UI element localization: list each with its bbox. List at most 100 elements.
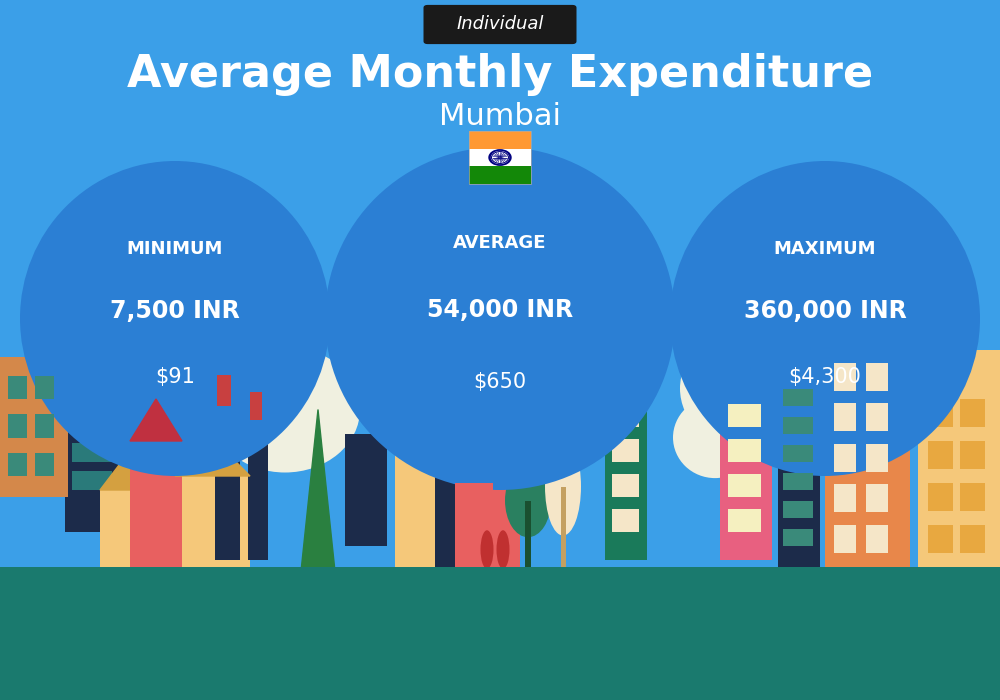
Bar <box>783 500 813 518</box>
Polygon shape <box>100 448 165 490</box>
Polygon shape <box>68 329 100 364</box>
Bar <box>612 474 639 497</box>
Bar <box>250 392 262 420</box>
Bar <box>834 525 856 553</box>
Bar <box>928 525 953 553</box>
Polygon shape <box>705 312 730 350</box>
Bar <box>928 441 953 469</box>
Ellipse shape <box>20 161 330 476</box>
Text: MAXIMUM: MAXIMUM <box>774 240 876 258</box>
Bar <box>8 453 27 476</box>
Ellipse shape <box>545 438 581 536</box>
Bar <box>35 376 54 399</box>
Bar <box>478 455 520 581</box>
Bar <box>0 357 68 497</box>
Bar <box>866 444 888 472</box>
FancyBboxPatch shape <box>424 5 576 44</box>
Bar <box>455 483 493 581</box>
Text: 7,500 INR: 7,500 INR <box>110 299 240 323</box>
Bar <box>960 441 985 469</box>
Bar <box>728 404 761 427</box>
Bar <box>65 350 120 532</box>
Bar <box>435 441 475 581</box>
Text: 360,000 INR: 360,000 INR <box>744 299 906 323</box>
Bar <box>35 453 54 476</box>
Circle shape <box>489 150 511 165</box>
Bar <box>72 471 112 490</box>
Polygon shape <box>395 399 447 441</box>
Ellipse shape <box>325 147 675 490</box>
Bar <box>130 441 182 581</box>
Bar <box>8 376 27 399</box>
Bar <box>960 525 985 553</box>
Bar <box>469 132 531 183</box>
Bar <box>217 374 231 406</box>
Bar <box>35 414 54 438</box>
Bar <box>469 149 531 167</box>
Bar <box>72 415 112 434</box>
Bar <box>612 404 639 427</box>
Text: Average Monthly Expenditure: Average Monthly Expenditure <box>127 53 873 97</box>
Bar <box>0 581 1000 700</box>
Bar <box>8 414 27 438</box>
Ellipse shape <box>680 329 810 448</box>
Text: AVERAGE: AVERAGE <box>453 234 547 252</box>
Bar <box>866 403 888 431</box>
Bar <box>825 329 910 581</box>
Text: $650: $650 <box>473 372 527 392</box>
Bar <box>612 439 639 462</box>
Text: Mumbai: Mumbai <box>439 102 561 132</box>
Bar <box>783 473 813 490</box>
Bar <box>834 444 856 472</box>
Bar <box>525 500 531 581</box>
Text: 54,000 INR: 54,000 INR <box>427 298 573 322</box>
Ellipse shape <box>210 346 360 472</box>
Bar <box>605 364 647 560</box>
Polygon shape <box>130 399 182 441</box>
Bar <box>834 484 856 512</box>
Text: Individual: Individual <box>456 15 544 33</box>
Ellipse shape <box>496 531 510 568</box>
Bar <box>834 403 856 431</box>
Ellipse shape <box>480 531 494 568</box>
Bar <box>778 350 820 574</box>
Bar <box>918 350 1000 581</box>
Bar <box>175 476 250 581</box>
Bar <box>612 509 639 532</box>
Bar <box>345 434 387 546</box>
Bar <box>728 474 761 497</box>
Polygon shape <box>175 438 250 476</box>
Bar <box>783 416 813 434</box>
Circle shape <box>492 151 509 164</box>
Bar <box>866 363 888 391</box>
Polygon shape <box>300 410 336 581</box>
Bar <box>395 441 447 581</box>
Bar <box>728 509 761 532</box>
Ellipse shape <box>673 397 757 478</box>
Bar <box>783 444 813 462</box>
Bar <box>215 392 240 560</box>
Bar <box>469 132 531 149</box>
Bar <box>783 389 813 406</box>
Bar <box>0 567 1000 616</box>
Text: $91: $91 <box>155 367 195 387</box>
Ellipse shape <box>670 161 980 476</box>
Bar <box>866 525 888 553</box>
Ellipse shape <box>505 463 551 538</box>
Bar <box>928 483 953 511</box>
Bar <box>248 406 268 560</box>
Bar <box>469 167 531 183</box>
Bar <box>834 363 856 391</box>
Bar <box>960 483 985 511</box>
Bar <box>866 484 888 512</box>
Bar <box>960 399 985 427</box>
Text: MINIMUM: MINIMUM <box>127 240 223 258</box>
Bar <box>100 490 165 581</box>
Bar <box>728 439 761 462</box>
Bar <box>561 486 566 581</box>
Bar <box>928 399 953 427</box>
Bar <box>720 378 772 560</box>
Bar <box>783 528 813 546</box>
Bar <box>72 443 112 462</box>
Text: $4,300: $4,300 <box>789 367 861 387</box>
